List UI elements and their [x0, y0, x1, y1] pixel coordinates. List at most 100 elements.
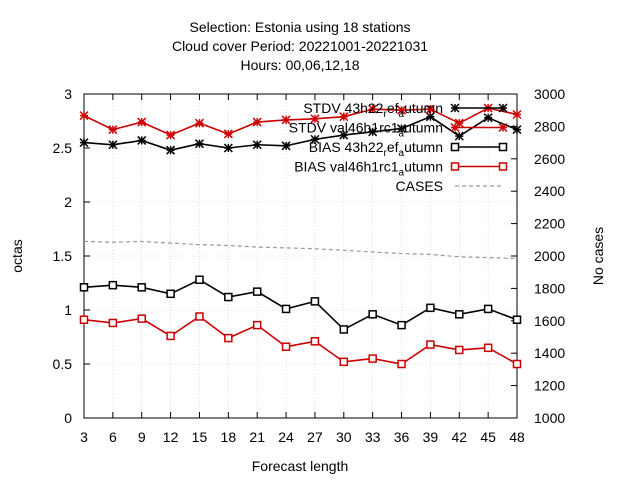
data-point [252, 320, 262, 330]
x-axis-label: Forecast length [252, 458, 349, 474]
series-line [83, 278, 518, 331]
legend-label: STDV 43h22refautumn [303, 100, 443, 120]
data-point [426, 303, 435, 313]
data-point [281, 342, 291, 351]
data-point [368, 354, 377, 363]
legend-entry: STDV val46h1rc1autumn [289, 120, 508, 140]
series-4 [83, 240, 518, 260]
x-tick-label: 18 [221, 429, 237, 445]
data-point [368, 104, 378, 114]
legend-entry: STDV 43h22refautumn [303, 100, 508, 120]
legend-label: BIAS 43h22refautumn [309, 139, 443, 159]
data-point [426, 340, 435, 349]
data-point [137, 117, 147, 127]
data-point [108, 318, 118, 328]
data-point [137, 135, 147, 145]
chart-title: Selection: Estonia using 18 stations Clou… [172, 19, 428, 73]
x-tick-label: 30 [336, 429, 352, 445]
data-point [166, 130, 176, 140]
series-2 [79, 275, 522, 334]
y2-tick-label: 2800 [534, 118, 565, 134]
series-group [79, 103, 522, 369]
data-point [512, 359, 522, 369]
x-tick-label: 3 [80, 429, 88, 445]
y-axis-ticks: 0 0.5 1 1.5 2 2.5 3 [53, 86, 90, 426]
data-point [483, 343, 493, 353]
legend-marker [498, 122, 508, 133]
y-tick-label: 0 [64, 410, 72, 426]
data-point [339, 112, 349, 122]
data-point [166, 331, 175, 341]
y2-tick-label: 2400 [534, 183, 565, 199]
title-line: Selection: Estonia using 18 stations [189, 19, 410, 35]
data-point [339, 130, 349, 140]
x-tick-label: 15 [192, 429, 208, 445]
data-point [224, 333, 233, 343]
data-point [310, 134, 320, 144]
y-tick-label: 0.5 [53, 356, 73, 372]
legend-marker [450, 103, 460, 113]
data-point [339, 357, 349, 367]
data-point [425, 104, 435, 114]
x-tick-label: 39 [423, 429, 439, 445]
x-tick-label: 9 [138, 429, 146, 445]
x-tick-label: 12 [163, 429, 179, 445]
y2-tick-label: 2000 [534, 248, 565, 264]
series-line [83, 315, 518, 365]
legend-marker [450, 162, 460, 171]
legend-entry: BIAS val46h1rc1autumn [294, 159, 508, 179]
legend-label: CASES [396, 178, 443, 194]
data-point [397, 105, 407, 115]
series-3 [79, 312, 522, 369]
title-line: Hours: 00,06,12,18 [240, 57, 359, 73]
data-point [425, 112, 435, 122]
data-point [194, 139, 204, 149]
y2-tick-label: 1400 [534, 345, 565, 361]
data-point [454, 131, 464, 141]
y2-axis-label: No cases [590, 227, 606, 285]
data-point [79, 283, 89, 292]
data-point [223, 143, 233, 153]
y-tick-label: 1 [64, 302, 72, 318]
data-point [252, 117, 262, 127]
x-tick-label: 27 [307, 429, 323, 445]
data-point [281, 141, 291, 151]
legend-marker [498, 142, 508, 152]
data-point [397, 320, 406, 330]
data-point [483, 113, 493, 123]
title-line: Cloud cover Period: 20221001-20221031 [172, 38, 428, 54]
x-tick-label: 33 [365, 429, 381, 445]
y2-tick-label: 2600 [534, 151, 565, 167]
data-point [483, 304, 493, 314]
data-point [512, 109, 522, 120]
data-point [195, 275, 204, 285]
data-point [455, 310, 464, 319]
data-point [108, 280, 118, 290]
legend-marker [450, 142, 460, 152]
legend-marker [498, 162, 508, 171]
y-tick-label: 2.5 [53, 140, 73, 156]
y-tick-label: 3 [64, 86, 72, 102]
data-point [79, 111, 89, 121]
data-point [310, 297, 320, 306]
data-point [368, 310, 377, 319]
data-point [108, 125, 118, 135]
x-axis-ticks: 3 6 9 12 15 18 21 24 27 30 33 36 39 42 45 48 [80, 94, 525, 445]
x-tick-label: 24 [278, 429, 294, 445]
data-point [195, 312, 204, 321]
legend-entry: BIAS 43h22refautumn [309, 139, 508, 159]
data-point [310, 114, 320, 124]
data-point [252, 287, 262, 296]
series-0 [79, 112, 522, 155]
data-point [224, 292, 233, 302]
y2-tick-label: 3000 [534, 86, 565, 102]
data-point [512, 315, 522, 324]
data-point [166, 145, 176, 155]
data-point [339, 325, 349, 334]
data-point [79, 315, 89, 324]
data-point [252, 140, 262, 150]
x-tick-label: 36 [394, 429, 410, 445]
data-point [310, 337, 320, 346]
